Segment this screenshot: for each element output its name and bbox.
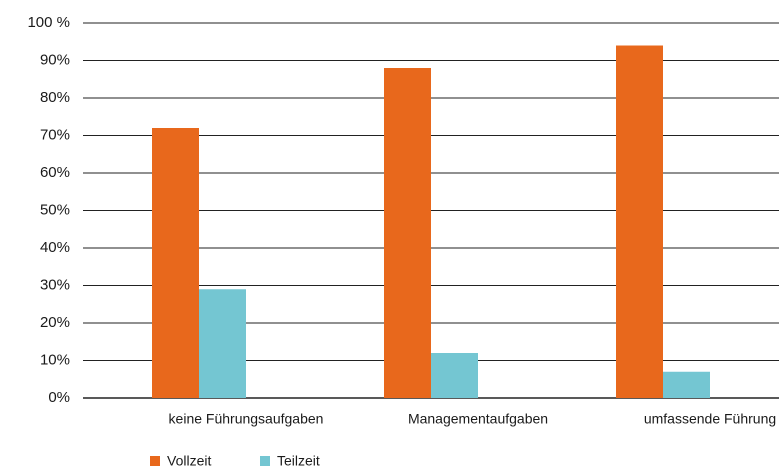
legend-swatch — [150, 456, 160, 466]
y-tick-label: 100 % — [27, 14, 70, 31]
bar — [431, 353, 478, 398]
bar — [616, 45, 663, 398]
legend-swatch — [260, 456, 270, 466]
y-tick-label: 40% — [40, 239, 70, 256]
y-tick-label: 20% — [40, 314, 70, 331]
y-tick-label: 10% — [40, 351, 70, 368]
y-tick-label: 70% — [40, 126, 70, 143]
legend-label: Teilzeit — [277, 453, 320, 469]
y-tick-label: 0% — [48, 389, 70, 406]
y-tick-label: 50% — [40, 201, 70, 218]
x-tick-label: Managementaufgaben — [408, 411, 548, 427]
y-tick-label: 80% — [40, 89, 70, 106]
y-tick-label: 60% — [40, 164, 70, 181]
bar — [384, 68, 431, 398]
x-tick-label: umfassende Führung — [644, 411, 776, 427]
bar — [152, 128, 199, 398]
legend-label: Vollzeit — [167, 453, 211, 469]
bar — [199, 289, 246, 398]
y-tick-label: 30% — [40, 276, 70, 293]
x-tick-label: keine Führungsaufgaben — [169, 411, 324, 427]
y-tick-label: 90% — [40, 51, 70, 68]
bar — [663, 371, 710, 398]
